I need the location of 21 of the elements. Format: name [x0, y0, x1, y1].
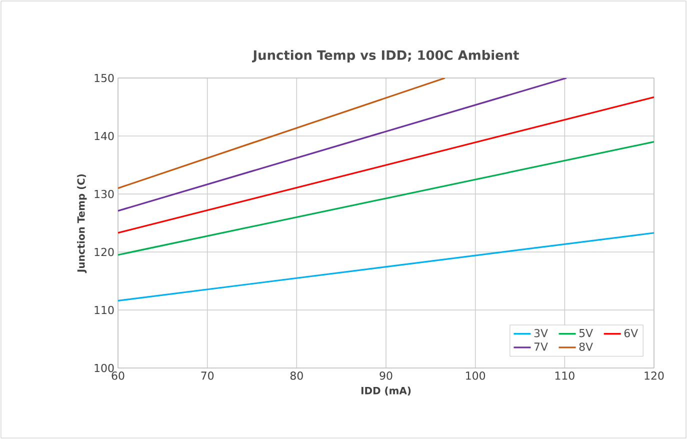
legend-label: 8V: [579, 342, 593, 351]
y-tick-label: 110: [94, 306, 114, 314]
x-tick-label: 100: [466, 372, 486, 380]
x-tick-label: 60: [112, 372, 124, 380]
legend-label: 3V: [534, 328, 548, 338]
y-tick-label: 130: [94, 190, 114, 198]
y-tick-label: 120: [94, 248, 114, 256]
x-tick-label: 90: [380, 372, 392, 380]
legend-label: 7V: [534, 342, 548, 351]
x-tick-label: 70: [201, 372, 214, 380]
legend-label: 6V: [624, 328, 638, 338]
x-tick-label: 110: [555, 372, 574, 380]
y-axis-title: Junction Temp (C): [77, 174, 87, 274]
x-tick-label: 120: [644, 372, 664, 380]
x-tick-label: 80: [290, 372, 303, 380]
y-tick-label: 150: [94, 74, 114, 82]
y-tick-label: 140: [94, 132, 114, 140]
legend-label: 5V: [579, 329, 593, 338]
x-axis-title: IDD (mA): [361, 386, 411, 396]
chart-title: Junction Temp vs IDD; 100C Ambient: [252, 50, 519, 62]
y-tick-label: 100: [94, 364, 114, 372]
